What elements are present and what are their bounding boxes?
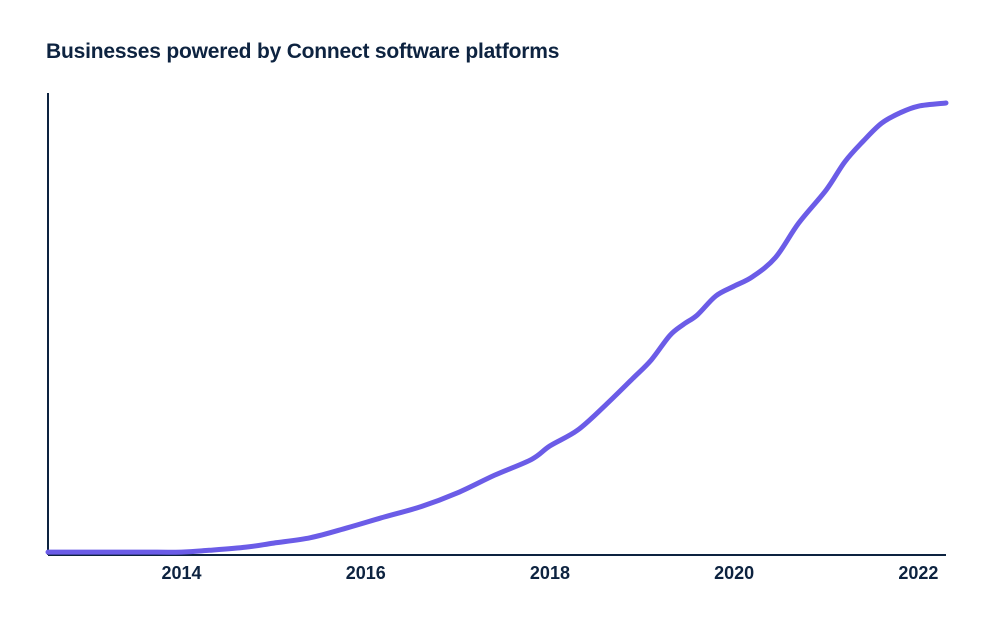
series-line (45, 100, 949, 555)
x-tick-label-2016: 2016 (346, 563, 386, 583)
x-tick-labels: 2014 2016 2018 2020 2022 (162, 563, 939, 583)
x-tick-label-2014: 2014 (162, 563, 202, 583)
x-tick-label-2018: 2018 (530, 563, 570, 583)
x-tick-label-2020: 2020 (714, 563, 754, 583)
x-tick-label-2022: 2022 (898, 563, 938, 583)
chart-title: Businesses powered by Connect software p… (46, 40, 560, 63)
